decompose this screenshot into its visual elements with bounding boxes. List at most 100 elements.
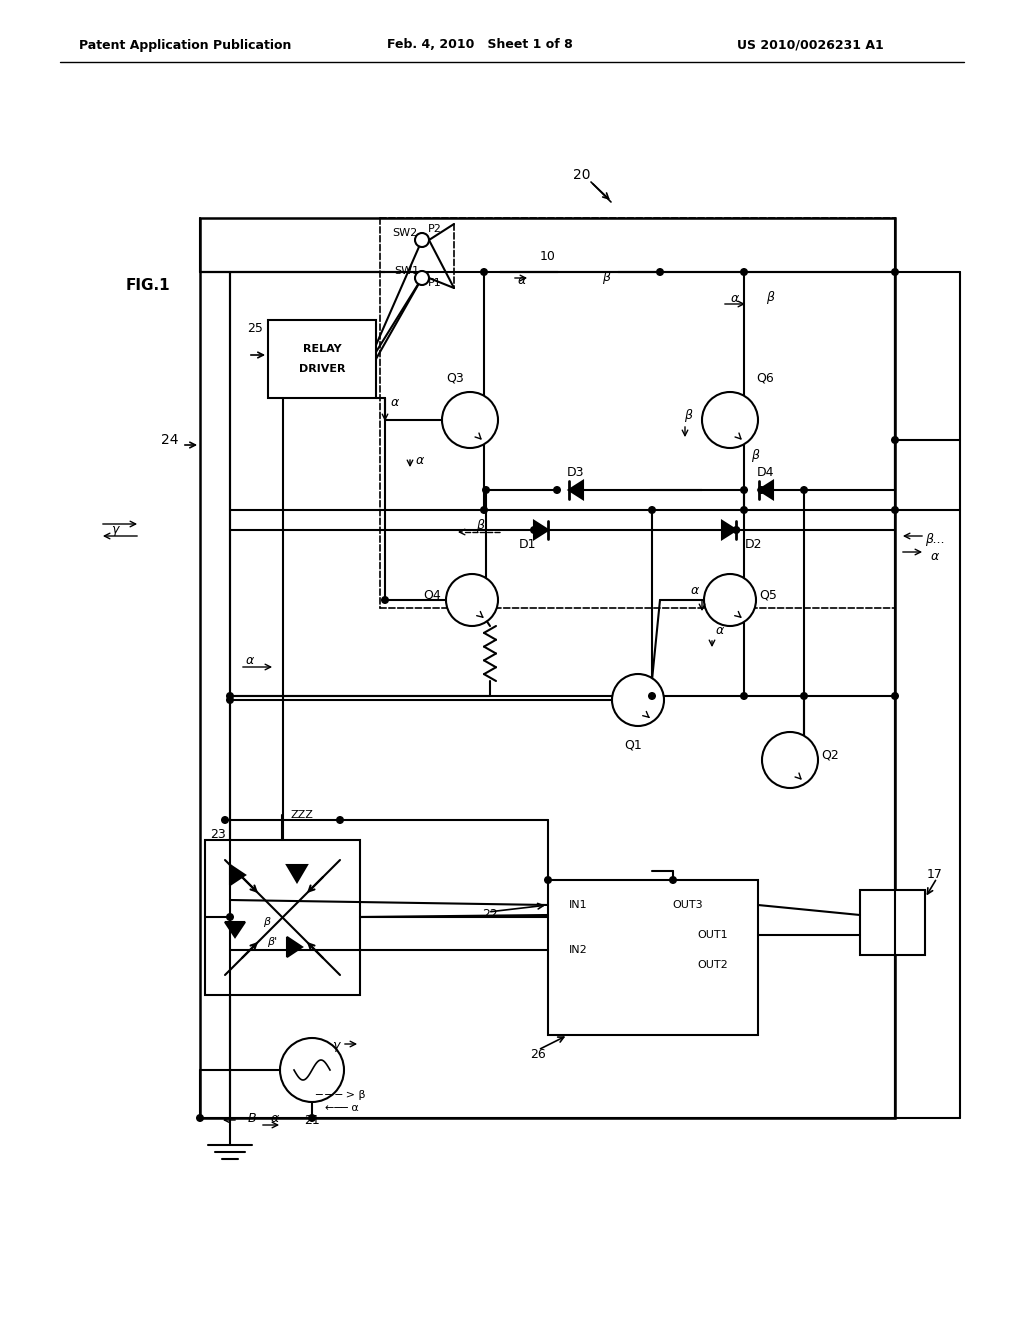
Text: D1: D1	[518, 539, 536, 552]
Circle shape	[415, 234, 429, 247]
Text: 22: 22	[482, 908, 498, 921]
Circle shape	[732, 525, 740, 535]
Text: Q2: Q2	[821, 748, 839, 762]
Text: SW2: SW2	[392, 228, 418, 238]
Circle shape	[415, 271, 429, 285]
Text: ZZZ: ZZZ	[291, 810, 313, 820]
Circle shape	[381, 597, 389, 605]
Circle shape	[891, 506, 899, 513]
Text: β: β	[684, 408, 692, 421]
Text: β: β	[602, 272, 610, 285]
Circle shape	[702, 392, 758, 447]
Text: IN2: IN2	[568, 945, 588, 954]
Text: SW1: SW1	[394, 267, 420, 276]
Text: α: α	[716, 623, 724, 636]
Text: D4: D4	[757, 466, 774, 479]
Text: ←── α: ←── α	[326, 1104, 358, 1113]
Bar	[548, 880, 758, 1035]
Text: β...: β...	[925, 533, 945, 546]
Circle shape	[221, 816, 229, 824]
Text: OUT1: OUT1	[697, 931, 728, 940]
Text: β: β	[263, 917, 270, 927]
Text: P2: P2	[428, 224, 442, 234]
Circle shape	[480, 268, 488, 276]
Circle shape	[800, 692, 808, 700]
Text: Q5: Q5	[759, 589, 777, 602]
Text: ─ ─ ─ > β: ─ ─ ─ > β	[314, 1090, 366, 1100]
Circle shape	[308, 1114, 316, 1122]
Text: α: α	[931, 549, 939, 562]
Circle shape	[446, 574, 498, 626]
Text: D3: D3	[566, 466, 584, 479]
Circle shape	[891, 268, 899, 276]
Circle shape	[740, 486, 748, 494]
Circle shape	[891, 692, 899, 700]
Text: α: α	[271, 1111, 280, 1125]
Text: 26: 26	[530, 1048, 546, 1061]
Text: 17: 17	[927, 869, 943, 882]
Text: D2: D2	[744, 539, 762, 552]
Text: DRIVER: DRIVER	[299, 364, 345, 374]
Bar	[200, 218, 895, 1118]
Text: α: α	[391, 396, 399, 409]
Text: Q6: Q6	[756, 371, 774, 384]
Circle shape	[226, 696, 234, 704]
Polygon shape	[534, 521, 548, 539]
Text: α: α	[691, 583, 699, 597]
Circle shape	[740, 506, 748, 513]
Text: OUT3: OUT3	[673, 900, 703, 909]
Circle shape	[705, 574, 756, 626]
Polygon shape	[568, 480, 583, 499]
Text: Q3: Q3	[446, 371, 464, 384]
Circle shape	[740, 692, 748, 700]
Polygon shape	[287, 937, 302, 957]
Text: 20: 20	[573, 168, 591, 182]
Text: β: β	[751, 449, 759, 462]
Text: β: β	[766, 292, 774, 305]
Text: Feb. 4, 2010   Sheet 1 of 8: Feb. 4, 2010 Sheet 1 of 8	[387, 38, 572, 51]
Text: Patent Application Publication: Patent Application Publication	[79, 38, 291, 51]
Text: α: α	[731, 292, 739, 305]
Polygon shape	[759, 480, 773, 499]
Circle shape	[442, 392, 498, 447]
Text: γ: γ	[333, 1040, 340, 1052]
Polygon shape	[225, 921, 245, 937]
Circle shape	[226, 913, 234, 921]
Circle shape	[544, 876, 552, 884]
Text: α: α	[518, 273, 526, 286]
Circle shape	[762, 733, 818, 788]
Text: RELAY: RELAY	[303, 345, 341, 354]
Text: 21: 21	[304, 1114, 319, 1126]
Circle shape	[612, 675, 664, 726]
Text: Q4: Q4	[423, 589, 441, 602]
Text: 25: 25	[247, 322, 263, 334]
Bar	[860, 890, 925, 954]
Text: α: α	[246, 653, 254, 667]
Circle shape	[482, 486, 490, 494]
Circle shape	[800, 486, 808, 494]
Text: B: B	[248, 1111, 256, 1125]
Text: 24: 24	[161, 433, 179, 447]
Circle shape	[740, 268, 748, 276]
Text: 10: 10	[540, 251, 556, 264]
Text: γ: γ	[112, 524, 119, 536]
Circle shape	[758, 486, 765, 494]
Circle shape	[648, 692, 656, 700]
Circle shape	[648, 506, 656, 513]
Text: P1: P1	[428, 279, 442, 288]
Circle shape	[530, 525, 538, 535]
Text: β: β	[476, 519, 484, 532]
Text: 23: 23	[210, 829, 225, 842]
Text: β': β'	[267, 937, 278, 946]
Polygon shape	[722, 521, 736, 539]
Circle shape	[196, 1114, 204, 1122]
Text: α: α	[416, 454, 424, 466]
Circle shape	[656, 268, 664, 276]
Circle shape	[891, 436, 899, 444]
Bar	[268, 319, 376, 399]
Circle shape	[480, 506, 488, 513]
Circle shape	[280, 1038, 344, 1102]
Text: Q1: Q1	[624, 738, 642, 751]
Bar	[205, 840, 360, 995]
Circle shape	[226, 692, 234, 700]
